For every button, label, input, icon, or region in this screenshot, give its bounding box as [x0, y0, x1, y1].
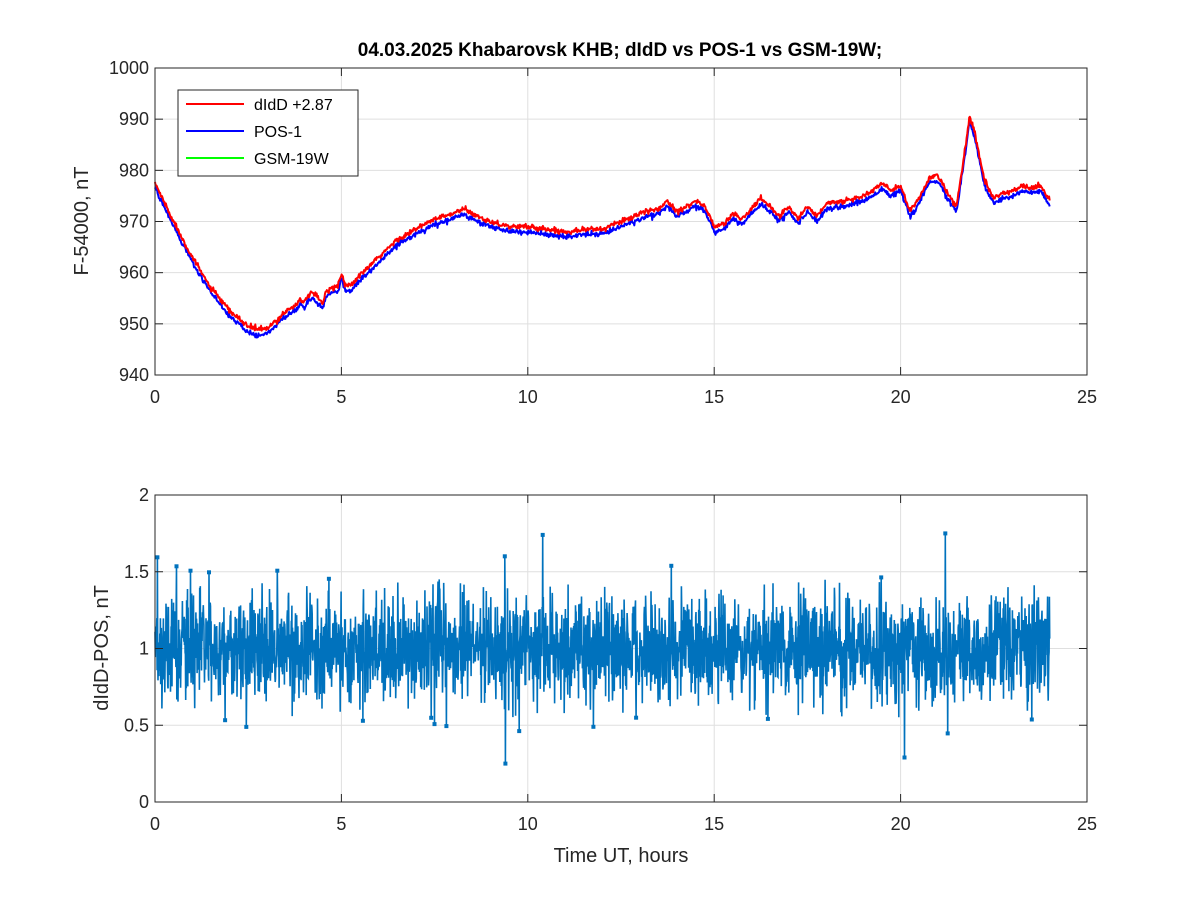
bottom-tick-labels: 0 5 10 15 20 25 0 0.5 1 1.5 2 [124, 485, 1097, 834]
bottom-series-lines [154, 531, 1051, 766]
difference-marker [1029, 717, 1034, 722]
top-x-tick-label: 25 [1077, 387, 1097, 407]
difference-marker [517, 729, 522, 734]
difference-marker [360, 718, 365, 723]
difference-marker [207, 570, 211, 575]
top-y-tick-label: 990 [119, 109, 149, 129]
bottom-x-tick-label: 5 [336, 814, 346, 834]
bottom-y-tick-label: 0 [139, 792, 149, 812]
top-tick-labels: 0 5 10 15 20 25 940 950 960 970 980 990 1000 [109, 58, 1097, 407]
difference-marker [540, 532, 545, 537]
top-y-tick-label: 980 [119, 160, 149, 180]
difference-marker [945, 731, 950, 736]
top-x-tick-label: 10 [518, 387, 538, 407]
difference-marker [275, 568, 280, 573]
bottom-x-tick-label: 0 [150, 814, 160, 834]
legend-label-didd: dIdD +2.87 [254, 97, 333, 114]
legend-box [177, 89, 359, 177]
difference-marker [669, 563, 674, 568]
difference-marker [432, 722, 437, 727]
bottom-y-tick-label: 1 [139, 639, 149, 659]
difference-marker [591, 724, 596, 729]
bottom-x-tick-label: 20 [891, 814, 911, 834]
top-y-axis-label: F-54000, nT [71, 167, 93, 276]
difference-marker [174, 564, 179, 569]
difference-marker [155, 555, 160, 560]
bottom-x-tick-label: 25 [1077, 814, 1097, 834]
difference-marker [188, 568, 193, 573]
difference-series-line [154, 533, 1051, 764]
top-x-tick-label: 15 [704, 387, 724, 407]
bottom-y-tick-label: 2 [139, 485, 149, 505]
bottom-x-tick-label: 10 [518, 814, 538, 834]
difference-marker [503, 761, 508, 766]
series-line-didd [154, 115, 1051, 332]
bottom-y-tick-label: 1.5 [124, 562, 149, 582]
difference-marker [444, 724, 449, 729]
top-y-tick-label: 1000 [109, 58, 149, 78]
top-y-tick-label: 950 [119, 314, 149, 334]
bottom-x-tick-label: 15 [704, 814, 724, 834]
difference-marker [902, 755, 907, 760]
top-chart-title: 04.03.2025 Khabarovsk KHB; dIdD vs POS-1… [358, 40, 882, 61]
difference-marker [765, 716, 770, 721]
legend: dIdD +2.87 POS-1 GSM-19W [177, 89, 359, 177]
difference-marker [634, 715, 639, 720]
bottom-chart: 0 5 10 15 20 25 0 0.5 1 1.5 2 dIdD-POS, nT Time UT… [91, 485, 1097, 867]
difference-marker [502, 554, 507, 559]
top-y-tick-label: 940 [119, 365, 149, 385]
top-x-tick-label: 5 [336, 387, 346, 407]
difference-marker [223, 718, 228, 723]
top-x-tick-label: 0 [150, 387, 160, 407]
legend-label-gsm19w: GSM-19W [254, 151, 330, 168]
top-chart: 04.03.2025 Khabarovsk KHB; dIdD vs POS-1… [71, 40, 1097, 407]
difference-marker [244, 724, 249, 729]
top-y-tick-label: 960 [119, 263, 149, 283]
top-series-lines [154, 115, 1051, 339]
bottom-y-tick-label: 0.5 [124, 715, 149, 735]
difference-marker [879, 575, 884, 580]
legend-label-pos1: POS-1 [254, 124, 302, 141]
difference-marker [326, 576, 331, 581]
top-y-tick-label: 970 [119, 212, 149, 232]
difference-marker [943, 531, 948, 536]
bottom-x-axis-label: Time UT, hours [554, 845, 689, 867]
bottom-y-axis-label: dIdD-POS, nT [91, 585, 113, 711]
difference-marker [429, 715, 434, 720]
top-x-tick-label: 20 [891, 387, 911, 407]
series-line-pos1 [154, 120, 1051, 339]
